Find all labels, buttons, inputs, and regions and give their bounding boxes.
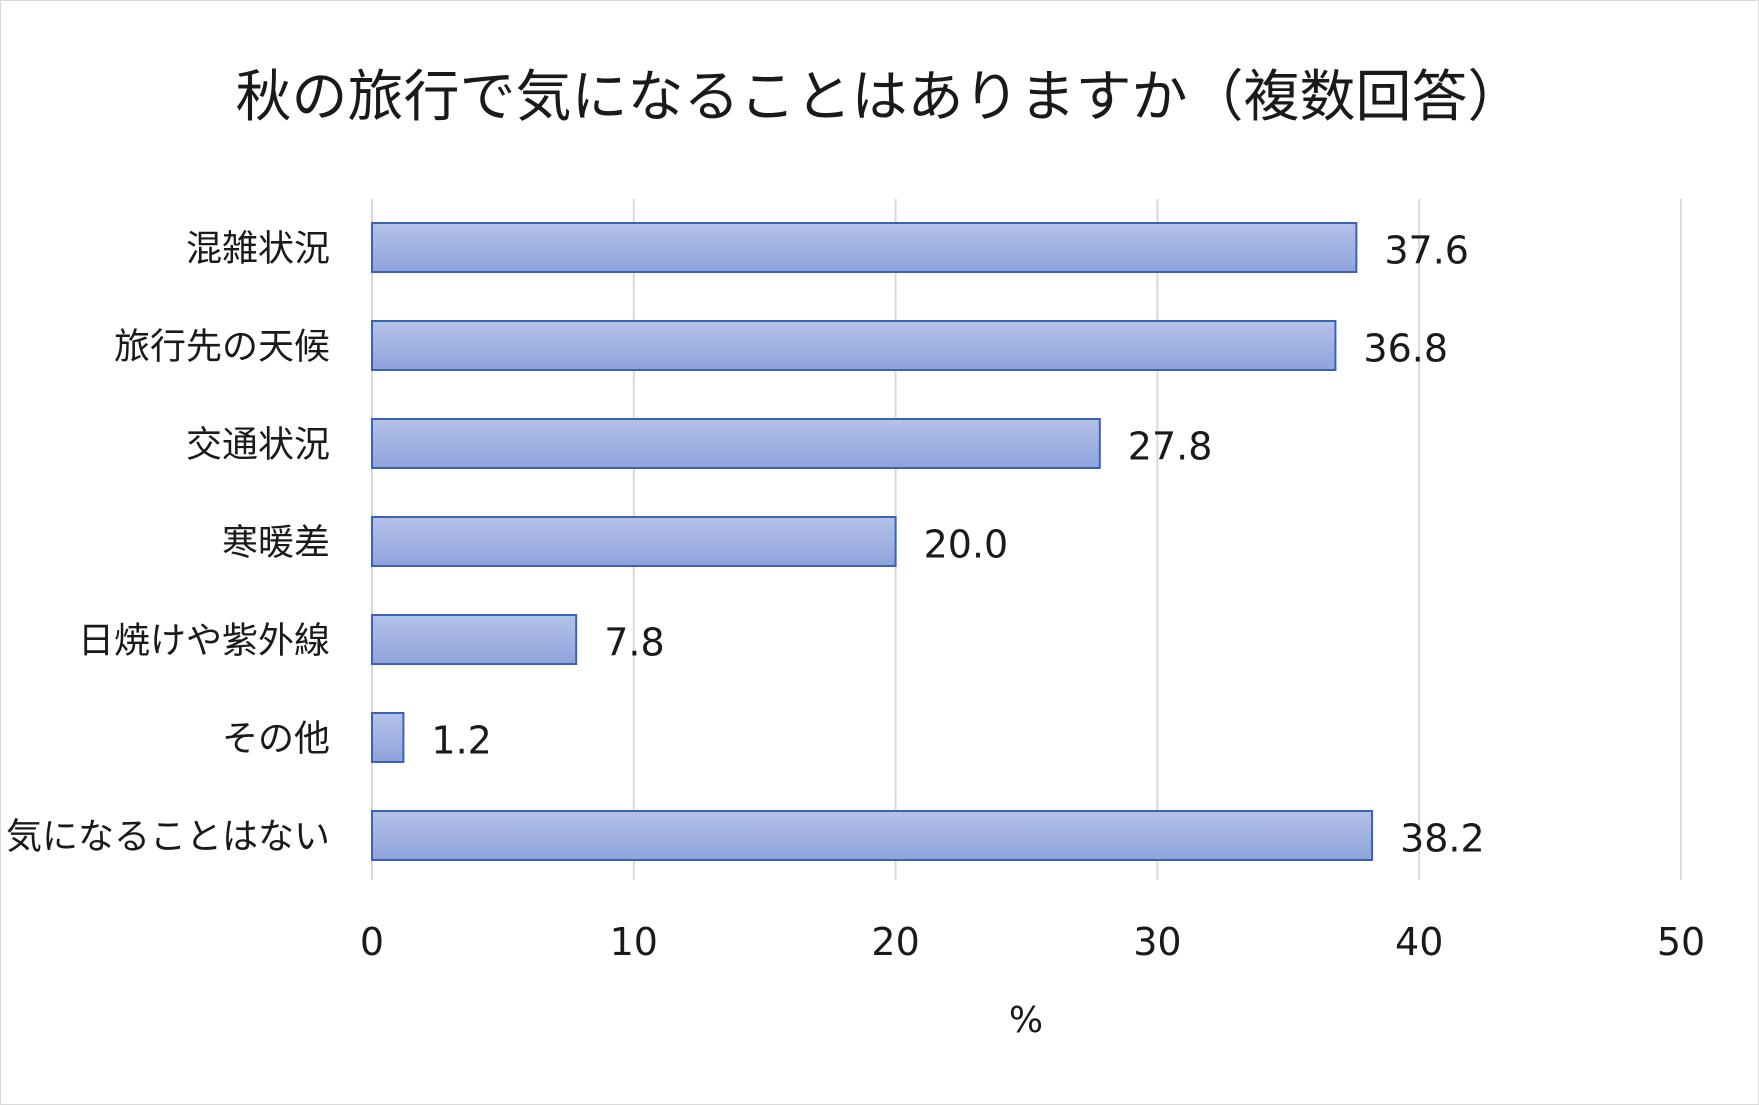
bar	[371, 712, 405, 763]
category-label: その他	[222, 719, 330, 760]
x-axis-title: %	[1009, 1000, 1043, 1041]
bar	[371, 418, 1101, 469]
category-label: 気になることはない	[6, 817, 330, 858]
x-tick-label: 10	[610, 920, 658, 964]
bar	[371, 516, 897, 567]
category-label: 日焼けや紫外線	[78, 621, 330, 662]
category-label: 混雑状況	[186, 229, 330, 270]
bars	[371, 222, 1374, 861]
x-tick-label: 40	[1395, 920, 1443, 964]
bar	[371, 614, 578, 665]
bar	[371, 320, 1337, 371]
x-tick-label: 20	[871, 920, 919, 964]
category-label: 寒暖差	[222, 523, 330, 564]
data-label: 36.8	[1363, 327, 1448, 371]
category-label: 交通状況	[186, 425, 330, 466]
chart-title: 秋の旅行で気になることはありますか（複数回答）	[235, 65, 1524, 130]
data-label: 7.8	[604, 621, 664, 665]
x-tick-labels: 0 10 20 30 40 50	[360, 920, 1705, 964]
x-tick-label: 0	[360, 920, 384, 964]
data-label: 38.2	[1400, 817, 1485, 861]
data-label: 20.0	[924, 523, 1009, 567]
x-tick-label: 30	[1133, 920, 1181, 964]
data-label: 1.2	[431, 719, 491, 763]
x-tick-label: 50	[1657, 920, 1705, 964]
data-label: 27.8	[1128, 425, 1213, 469]
bar	[371, 810, 1374, 861]
data-labels: 37.6 36.8 27.8 20.0 7.8 1.2 38.2	[431, 229, 1484, 861]
bar	[371, 222, 1358, 273]
category-label: 旅行先の天候	[114, 327, 330, 368]
data-label: 37.6	[1384, 229, 1469, 273]
